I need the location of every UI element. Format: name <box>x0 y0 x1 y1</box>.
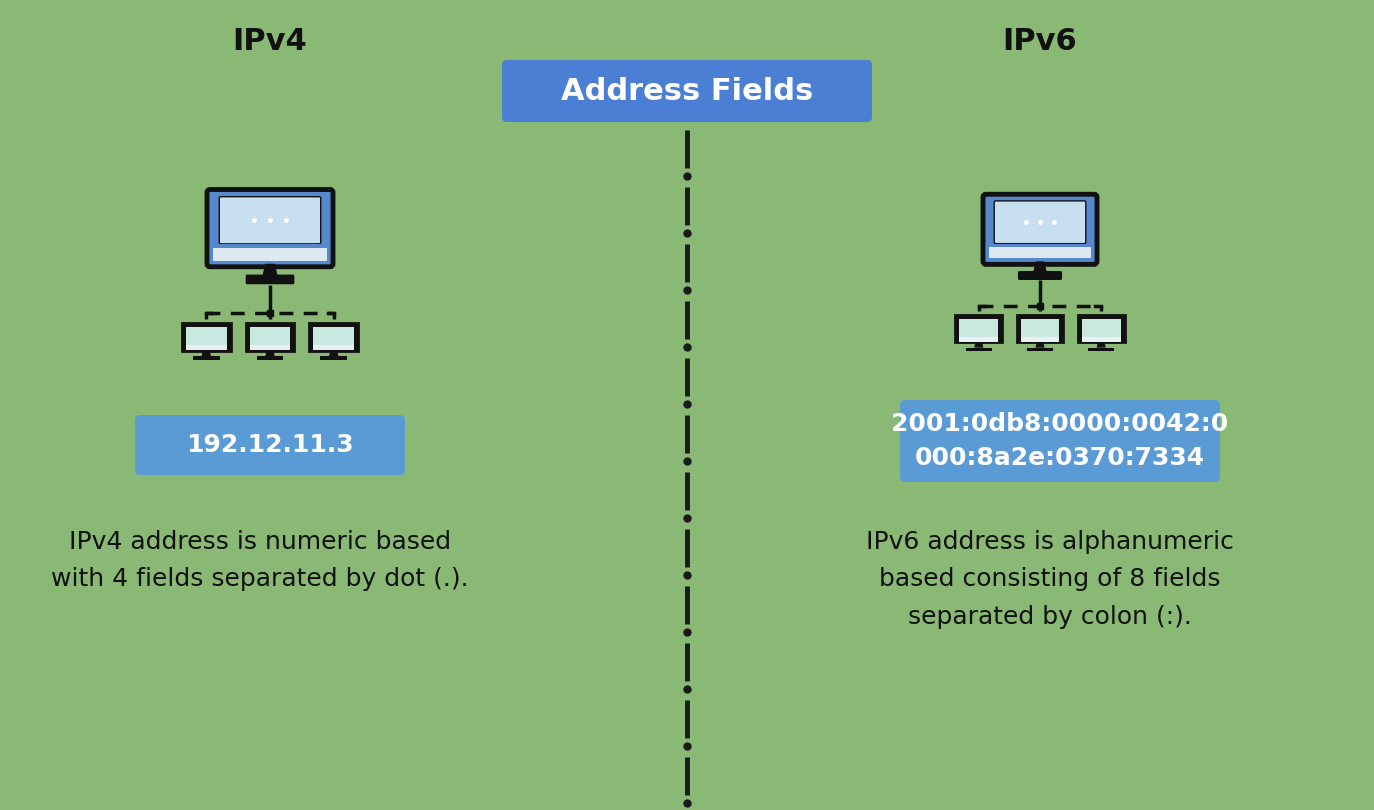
FancyBboxPatch shape <box>257 356 283 360</box>
FancyBboxPatch shape <box>220 197 320 244</box>
FancyBboxPatch shape <box>1021 319 1059 339</box>
Text: IPv4 address is numeric based
with 4 fields separated by dot (.).: IPv4 address is numeric based with 4 fie… <box>51 530 469 591</box>
Polygon shape <box>1033 262 1047 272</box>
Text: 2001:0db8:0000:0042:0
000:8a2e:0370:7334: 2001:0db8:0000:0042:0 000:8a2e:0370:7334 <box>892 412 1228 470</box>
FancyBboxPatch shape <box>959 319 998 339</box>
FancyBboxPatch shape <box>1088 347 1114 352</box>
FancyBboxPatch shape <box>250 326 290 347</box>
Polygon shape <box>989 244 1091 257</box>
Polygon shape <box>265 351 275 356</box>
FancyBboxPatch shape <box>1077 315 1124 343</box>
FancyBboxPatch shape <box>502 60 872 122</box>
Text: Address Fields: Address Fields <box>561 76 813 105</box>
FancyBboxPatch shape <box>955 315 1002 343</box>
Text: IPv4: IPv4 <box>232 28 308 57</box>
FancyBboxPatch shape <box>966 347 992 352</box>
FancyBboxPatch shape <box>1017 315 1063 343</box>
FancyBboxPatch shape <box>135 415 405 475</box>
FancyBboxPatch shape <box>1081 337 1121 342</box>
FancyBboxPatch shape <box>1081 319 1121 339</box>
FancyBboxPatch shape <box>181 322 231 351</box>
FancyBboxPatch shape <box>185 326 227 347</box>
FancyBboxPatch shape <box>309 322 359 351</box>
Polygon shape <box>328 351 338 356</box>
FancyBboxPatch shape <box>250 345 290 351</box>
Polygon shape <box>213 248 327 261</box>
FancyBboxPatch shape <box>313 345 354 351</box>
FancyBboxPatch shape <box>246 275 294 284</box>
Polygon shape <box>1096 343 1106 347</box>
FancyBboxPatch shape <box>192 356 220 360</box>
Text: IPv6: IPv6 <box>1003 28 1077 57</box>
FancyBboxPatch shape <box>246 322 294 351</box>
Polygon shape <box>1036 343 1044 347</box>
Polygon shape <box>974 343 984 347</box>
Polygon shape <box>989 247 1091 258</box>
FancyBboxPatch shape <box>1018 271 1062 280</box>
FancyBboxPatch shape <box>1028 347 1052 352</box>
Text: 192.12.11.3: 192.12.11.3 <box>187 433 354 457</box>
FancyBboxPatch shape <box>185 345 227 351</box>
FancyBboxPatch shape <box>1021 337 1059 342</box>
FancyBboxPatch shape <box>982 194 1096 264</box>
FancyBboxPatch shape <box>900 400 1220 482</box>
Text: IPv6 address is alphanumeric
based consisting of 8 fields
separated by colon (:): IPv6 address is alphanumeric based consi… <box>866 530 1234 629</box>
FancyBboxPatch shape <box>995 201 1085 244</box>
Polygon shape <box>262 264 278 276</box>
Polygon shape <box>202 351 212 356</box>
FancyBboxPatch shape <box>207 190 333 266</box>
Polygon shape <box>213 245 327 258</box>
FancyBboxPatch shape <box>959 337 998 342</box>
FancyBboxPatch shape <box>320 356 348 360</box>
FancyBboxPatch shape <box>313 326 354 347</box>
